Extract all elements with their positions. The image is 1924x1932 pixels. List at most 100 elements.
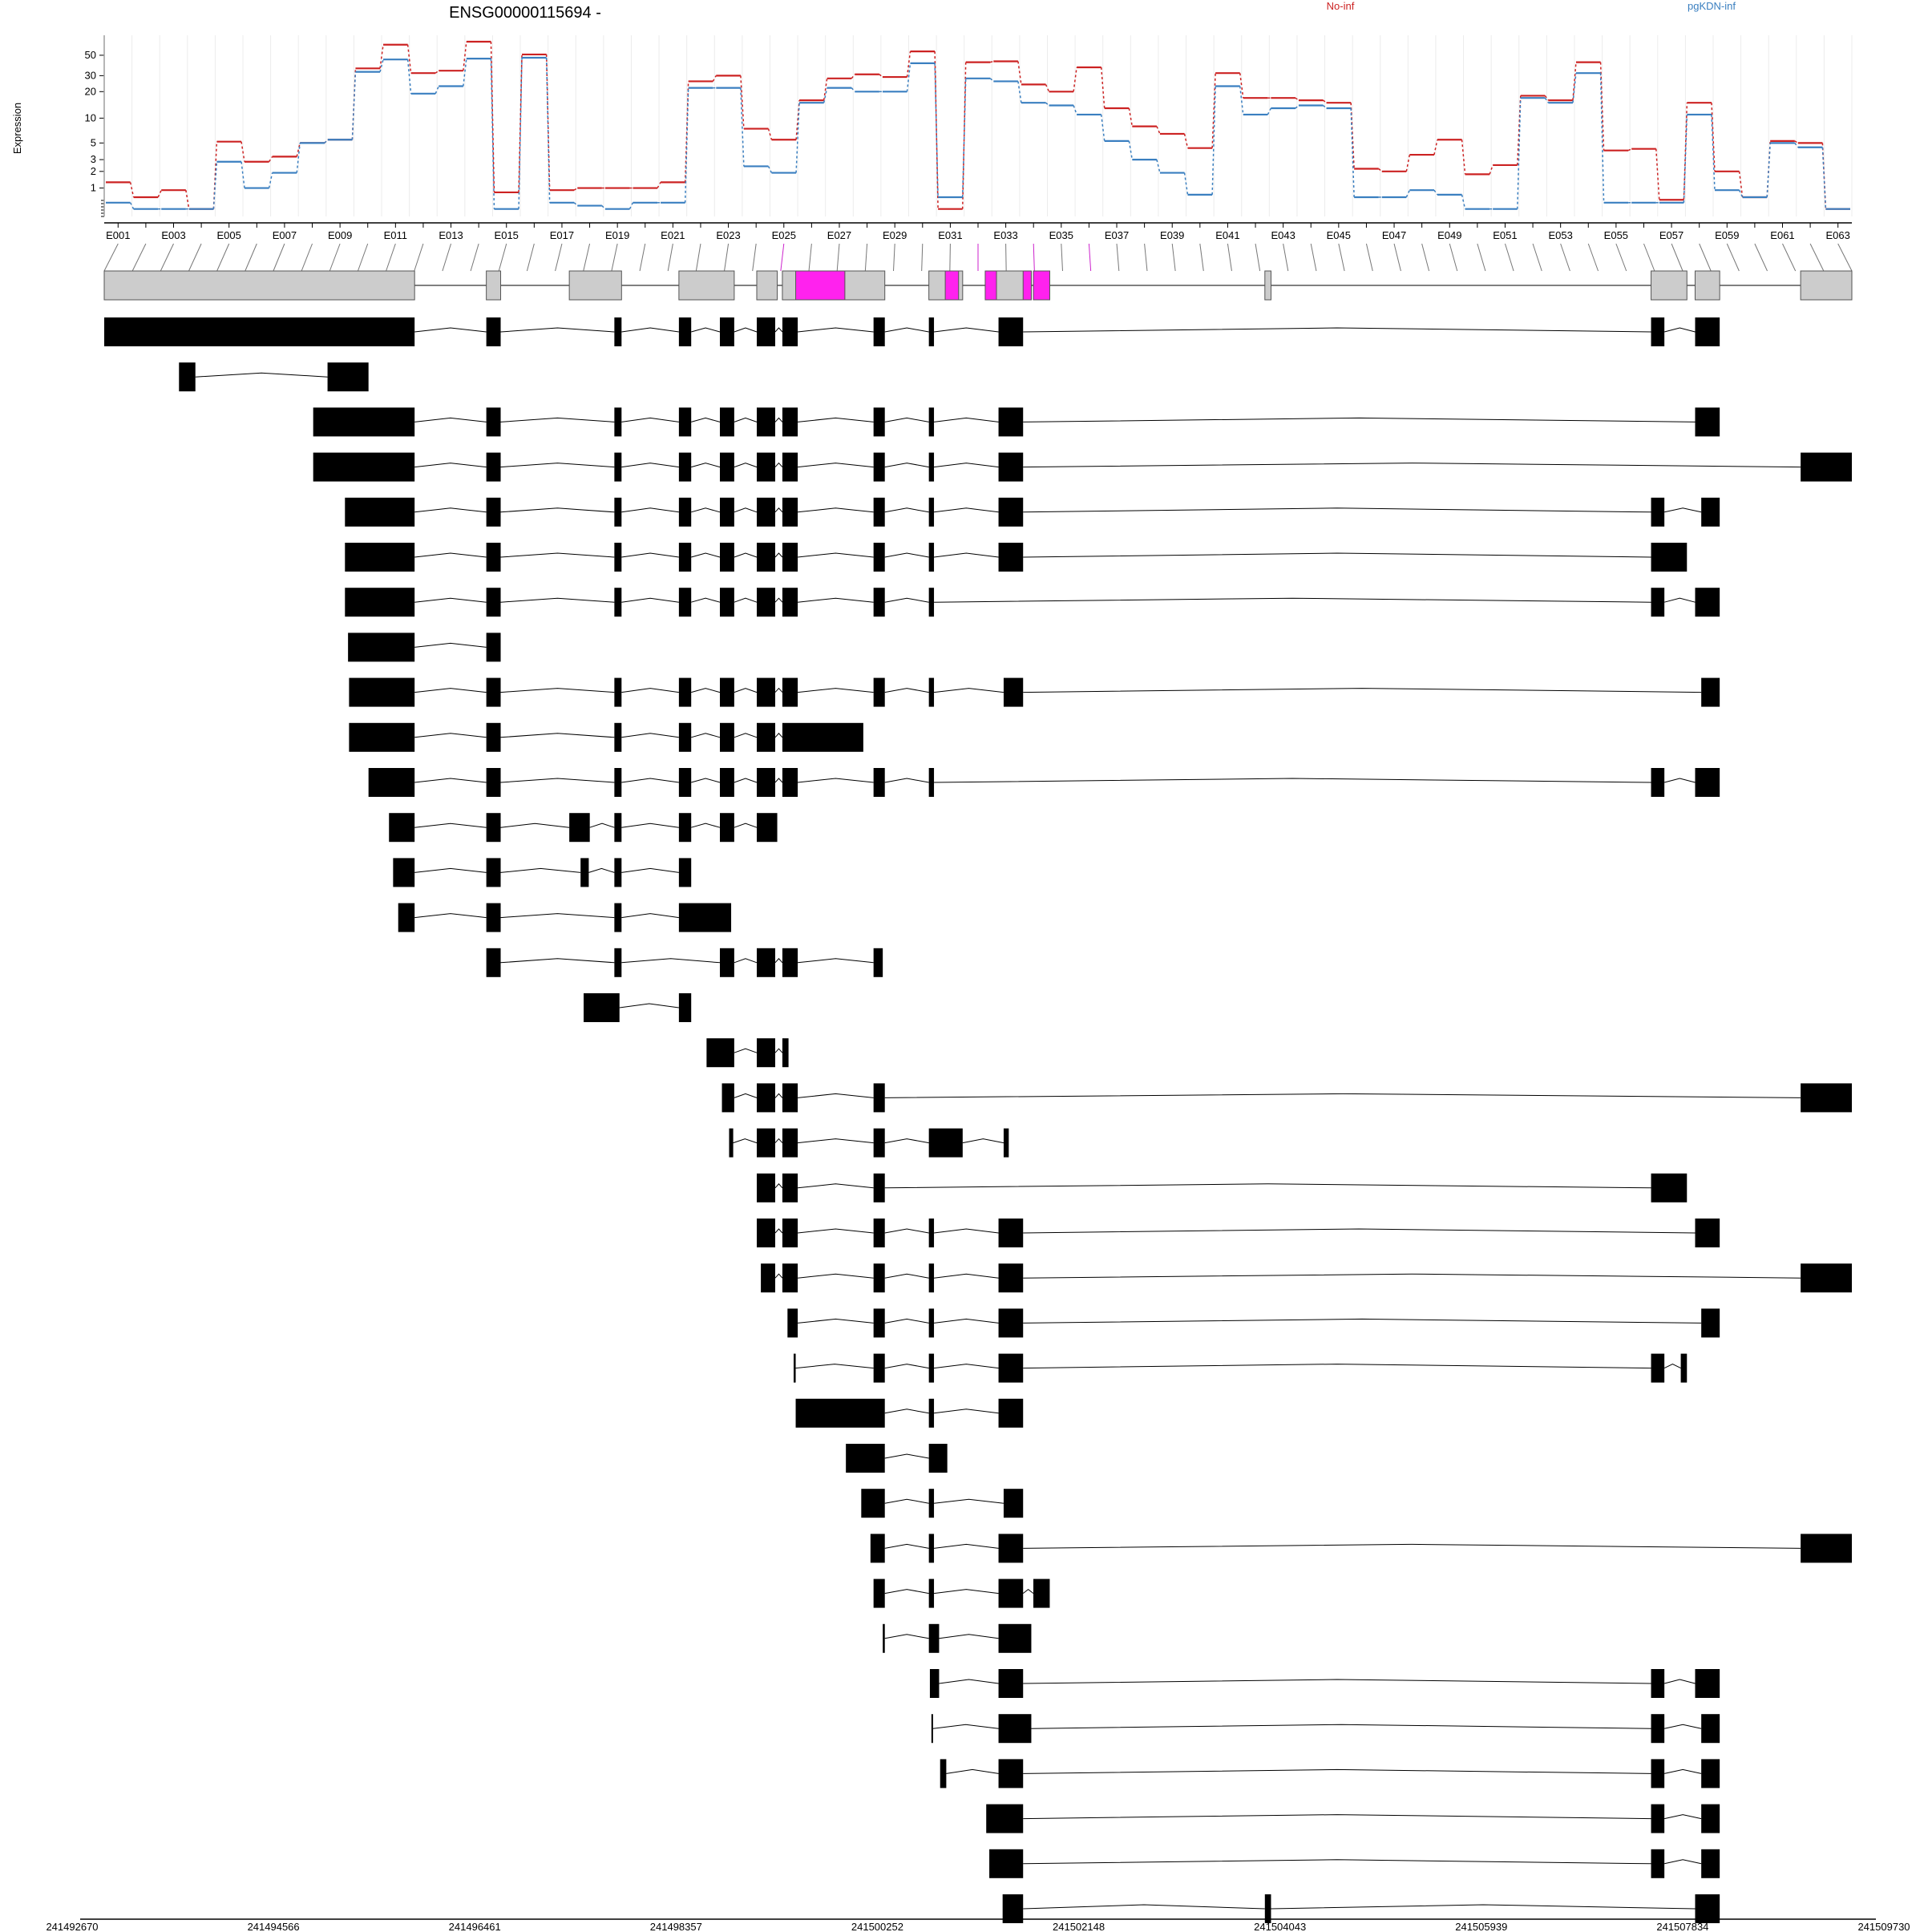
transcript-exon — [928, 1353, 935, 1383]
transcript-intron — [414, 867, 487, 873]
series-connector — [463, 41, 467, 71]
transcript-intron — [1023, 417, 1696, 422]
transcript-exon — [998, 317, 1024, 346]
transcript-intron — [774, 1228, 783, 1234]
transcript-intron — [774, 1093, 783, 1098]
transcript-intron — [588, 867, 615, 873]
exon-connector — [1061, 243, 1063, 272]
transcript-intron — [691, 688, 721, 693]
genomic-axis: 241492670 241494566 241496461 241498357 2415… — [46, 1918, 1910, 1932]
transcript-intron — [500, 327, 615, 333]
genomic-tick-label: 241498357 — [650, 1921, 702, 1932]
transcript-intron — [500, 597, 615, 603]
transcript-exon — [1695, 588, 1720, 617]
exon-connector — [639, 243, 646, 272]
exon-connector — [1809, 243, 1825, 272]
transcript-exon — [1695, 1894, 1720, 1923]
transcript-exon — [756, 317, 775, 346]
transcript-row — [929, 1669, 1720, 1698]
exon-connector — [1726, 243, 1740, 272]
transcript-exon — [719, 677, 734, 707]
transcript-intron — [933, 688, 1004, 693]
transcript-intron — [734, 733, 758, 738]
exon-connector — [695, 243, 701, 272]
transcript-intron — [774, 462, 783, 467]
transcript-intron — [933, 1409, 999, 1414]
series-connector — [1627, 148, 1632, 152]
transcript-intron — [1023, 1228, 1696, 1234]
transcript-intron — [621, 958, 721, 964]
series-connector — [1295, 104, 1300, 109]
transcript-intron — [933, 463, 999, 468]
exon-connector — [103, 243, 119, 272]
exon-connector — [1477, 243, 1486, 272]
transcript-intron — [933, 1498, 1004, 1504]
transcript-row — [345, 588, 1720, 617]
transcript-row — [986, 1804, 1720, 1833]
exon-connector — [1365, 243, 1373, 272]
transcript-intron — [884, 688, 929, 693]
transcript-intron — [798, 327, 874, 333]
transcript-exon — [928, 1623, 940, 1653]
transcript-intron — [1023, 1543, 1801, 1549]
exon-connector — [1643, 243, 1655, 272]
series-connector — [740, 87, 745, 167]
transcript-intron — [414, 778, 487, 783]
transcript-intron — [691, 417, 721, 422]
series-connector — [961, 62, 967, 209]
genomic-tick-label: 241494566 — [248, 1921, 300, 1932]
transcript-exon — [722, 1083, 734, 1113]
transcript-exon — [678, 543, 692, 572]
transcript-exon — [1701, 1759, 1720, 1789]
exon-connector — [780, 243, 785, 272]
transcript-row — [870, 1534, 1852, 1563]
exon-label: E059 — [1715, 229, 1739, 241]
transcript-row — [486, 948, 883, 977]
transcript-exon — [940, 1759, 947, 1789]
transcript-row — [706, 1038, 789, 1068]
transcript-intron — [500, 552, 615, 558]
transcript-intron — [884, 1138, 929, 1144]
exon-label: E047 — [1382, 229, 1406, 241]
transcript-intron — [621, 688, 679, 693]
series-connector — [1405, 189, 1411, 198]
transcript-exon — [928, 497, 935, 527]
transcript-exon — [998, 1534, 1024, 1563]
transcript-intron — [884, 417, 929, 422]
transcript-intron — [621, 552, 679, 558]
series-connector — [1267, 107, 1272, 115]
transcript-exon — [345, 543, 415, 572]
transcript-intron — [774, 687, 783, 693]
series-connector — [879, 74, 883, 78]
transcript-row — [756, 1173, 1688, 1202]
transcript-intron — [734, 1093, 758, 1098]
series-connector — [573, 187, 578, 191]
exon-connector — [1116, 243, 1120, 272]
transcript-row — [787, 1308, 1720, 1338]
transcript-row — [795, 1398, 1024, 1428]
exon-model-block — [1651, 270, 1688, 301]
series-connector — [906, 51, 911, 78]
chart-title: ENSG00000115694 - — [449, 4, 601, 22]
transcript-intron — [884, 1228, 929, 1234]
transcript-exon — [928, 407, 935, 437]
transcript-intron — [691, 597, 721, 603]
series-connector — [1211, 73, 1216, 148]
transcript-exon — [756, 768, 775, 797]
transcript-exon — [719, 813, 734, 843]
transcript-intron — [621, 507, 679, 513]
transcript-exon — [678, 993, 692, 1022]
transcript-intron — [1023, 552, 1651, 558]
transcript-intron — [414, 507, 487, 513]
transcript-intron — [774, 417, 783, 422]
genomic-tick-label: 241502148 — [1053, 1921, 1105, 1932]
transcript-exon — [756, 1128, 775, 1158]
series-connector — [435, 70, 439, 74]
exon-connector — [1699, 243, 1712, 272]
transcript-exon — [614, 543, 622, 572]
transcript-intron — [691, 778, 721, 783]
transcript-exon — [614, 858, 622, 887]
exon-connector — [1171, 243, 1176, 272]
y-tick-label: 20 — [85, 85, 96, 97]
